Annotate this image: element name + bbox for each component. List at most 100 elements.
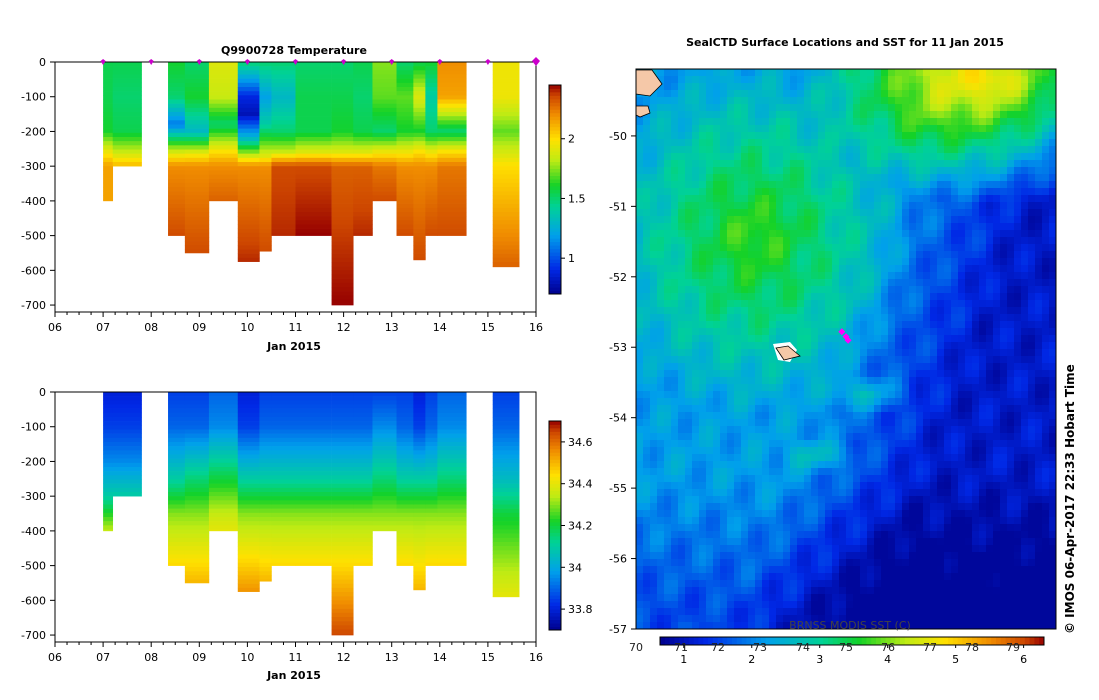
sst-cell — [895, 97, 903, 105]
sst-cell — [797, 69, 805, 77]
profile-cell — [396, 446, 414, 451]
sst-cell — [888, 118, 896, 126]
sst-cell — [825, 391, 833, 399]
sst-cell — [881, 167, 889, 175]
sst-cell — [755, 69, 763, 77]
sst-cell — [1049, 328, 1057, 336]
sst-cell — [776, 118, 784, 126]
profile-cell — [208, 408, 239, 414]
sst-cell — [776, 405, 784, 413]
profile-cell — [492, 458, 520, 464]
sst-cell — [923, 335, 931, 343]
sst-cell — [1007, 209, 1015, 217]
sst-cell — [699, 405, 707, 413]
profile-cell — [103, 508, 114, 514]
sst-cell — [790, 272, 798, 280]
sst-cell — [811, 356, 819, 364]
profile-cell — [353, 224, 373, 229]
profile-cell — [396, 141, 414, 146]
colorbar-swatch — [549, 504, 561, 509]
profile-cell — [237, 467, 260, 472]
profile-cell — [353, 442, 373, 447]
profile-cell — [331, 287, 354, 292]
profile-cell — [208, 91, 239, 96]
sst-cell — [811, 69, 819, 77]
sst-cell — [790, 223, 798, 231]
profile-cell — [372, 392, 397, 397]
sst-cell — [860, 279, 868, 287]
profile-cell — [331, 529, 354, 534]
sst-cell — [839, 118, 847, 126]
sst-cell — [636, 216, 644, 224]
sst-cell — [818, 69, 826, 77]
sst-cell — [1014, 335, 1022, 343]
profile-cell — [237, 174, 260, 179]
sst-cell — [860, 356, 868, 364]
sst-cell — [685, 300, 693, 308]
sst-cell — [853, 356, 861, 364]
sst-cell — [699, 223, 707, 231]
sst-cell — [713, 265, 721, 273]
profile-cell — [237, 425, 260, 430]
sst-cell — [790, 328, 798, 336]
sst-cell — [888, 377, 896, 385]
profile-cell — [184, 237, 210, 242]
sst-cell — [762, 69, 770, 77]
sst-cell — [846, 377, 854, 385]
sst-cell — [867, 104, 875, 112]
sst-cell — [650, 160, 658, 168]
sst-cell — [692, 363, 700, 371]
sst-cell — [825, 440, 833, 448]
sst-cell — [776, 195, 784, 203]
sst-cell — [1014, 314, 1022, 322]
colorbar-swatch — [549, 483, 561, 488]
profile-cell — [184, 228, 210, 234]
sst-cell — [965, 188, 973, 196]
sst-cell — [657, 160, 665, 168]
profile-cell — [413, 70, 426, 75]
colorbar-swatch — [549, 245, 561, 250]
profile-cell — [353, 203, 373, 209]
sst-cell — [1000, 146, 1008, 154]
profile-cell — [237, 253, 260, 259]
sst-cell — [860, 188, 868, 196]
profile-cell — [353, 562, 373, 566]
sst-cell — [699, 419, 707, 427]
profile-cell — [259, 450, 272, 455]
sst-cell — [783, 433, 791, 441]
sst-cell — [839, 167, 847, 175]
sst-cell — [1000, 69, 1008, 77]
sst-cell — [783, 398, 791, 406]
profile-cell — [103, 512, 114, 518]
sst-cell — [783, 272, 791, 280]
profile-cell — [271, 128, 296, 134]
profile-cell — [237, 107, 260, 113]
sst-cell — [1000, 391, 1008, 399]
sst-cell — [1021, 384, 1029, 392]
sst-cell — [1042, 412, 1050, 420]
sst-cell — [783, 300, 791, 308]
sst-cell — [979, 335, 987, 343]
sst-cell — [664, 195, 672, 203]
sst-cell — [636, 97, 644, 105]
profile-cell — [492, 162, 520, 167]
sst-cell — [937, 125, 945, 133]
sst-cell — [867, 69, 875, 77]
profile-cell — [259, 195, 272, 200]
sst-cell — [986, 160, 994, 168]
profile-cell — [103, 191, 114, 196]
profile-cell — [184, 458, 210, 464]
sst-cell — [776, 440, 784, 448]
sst-cell — [678, 132, 686, 140]
profile-cell — [168, 149, 186, 154]
profile-cell — [184, 558, 210, 564]
sst-cell — [867, 132, 875, 140]
sst-cell — [1035, 83, 1043, 91]
sst-cell — [916, 104, 924, 112]
profile-cell — [353, 408, 373, 414]
sst-cell — [972, 433, 980, 441]
sst-cell — [902, 195, 910, 203]
profile-cell — [331, 496, 354, 501]
profile-cell — [184, 521, 210, 526]
sst-cell — [636, 419, 644, 427]
